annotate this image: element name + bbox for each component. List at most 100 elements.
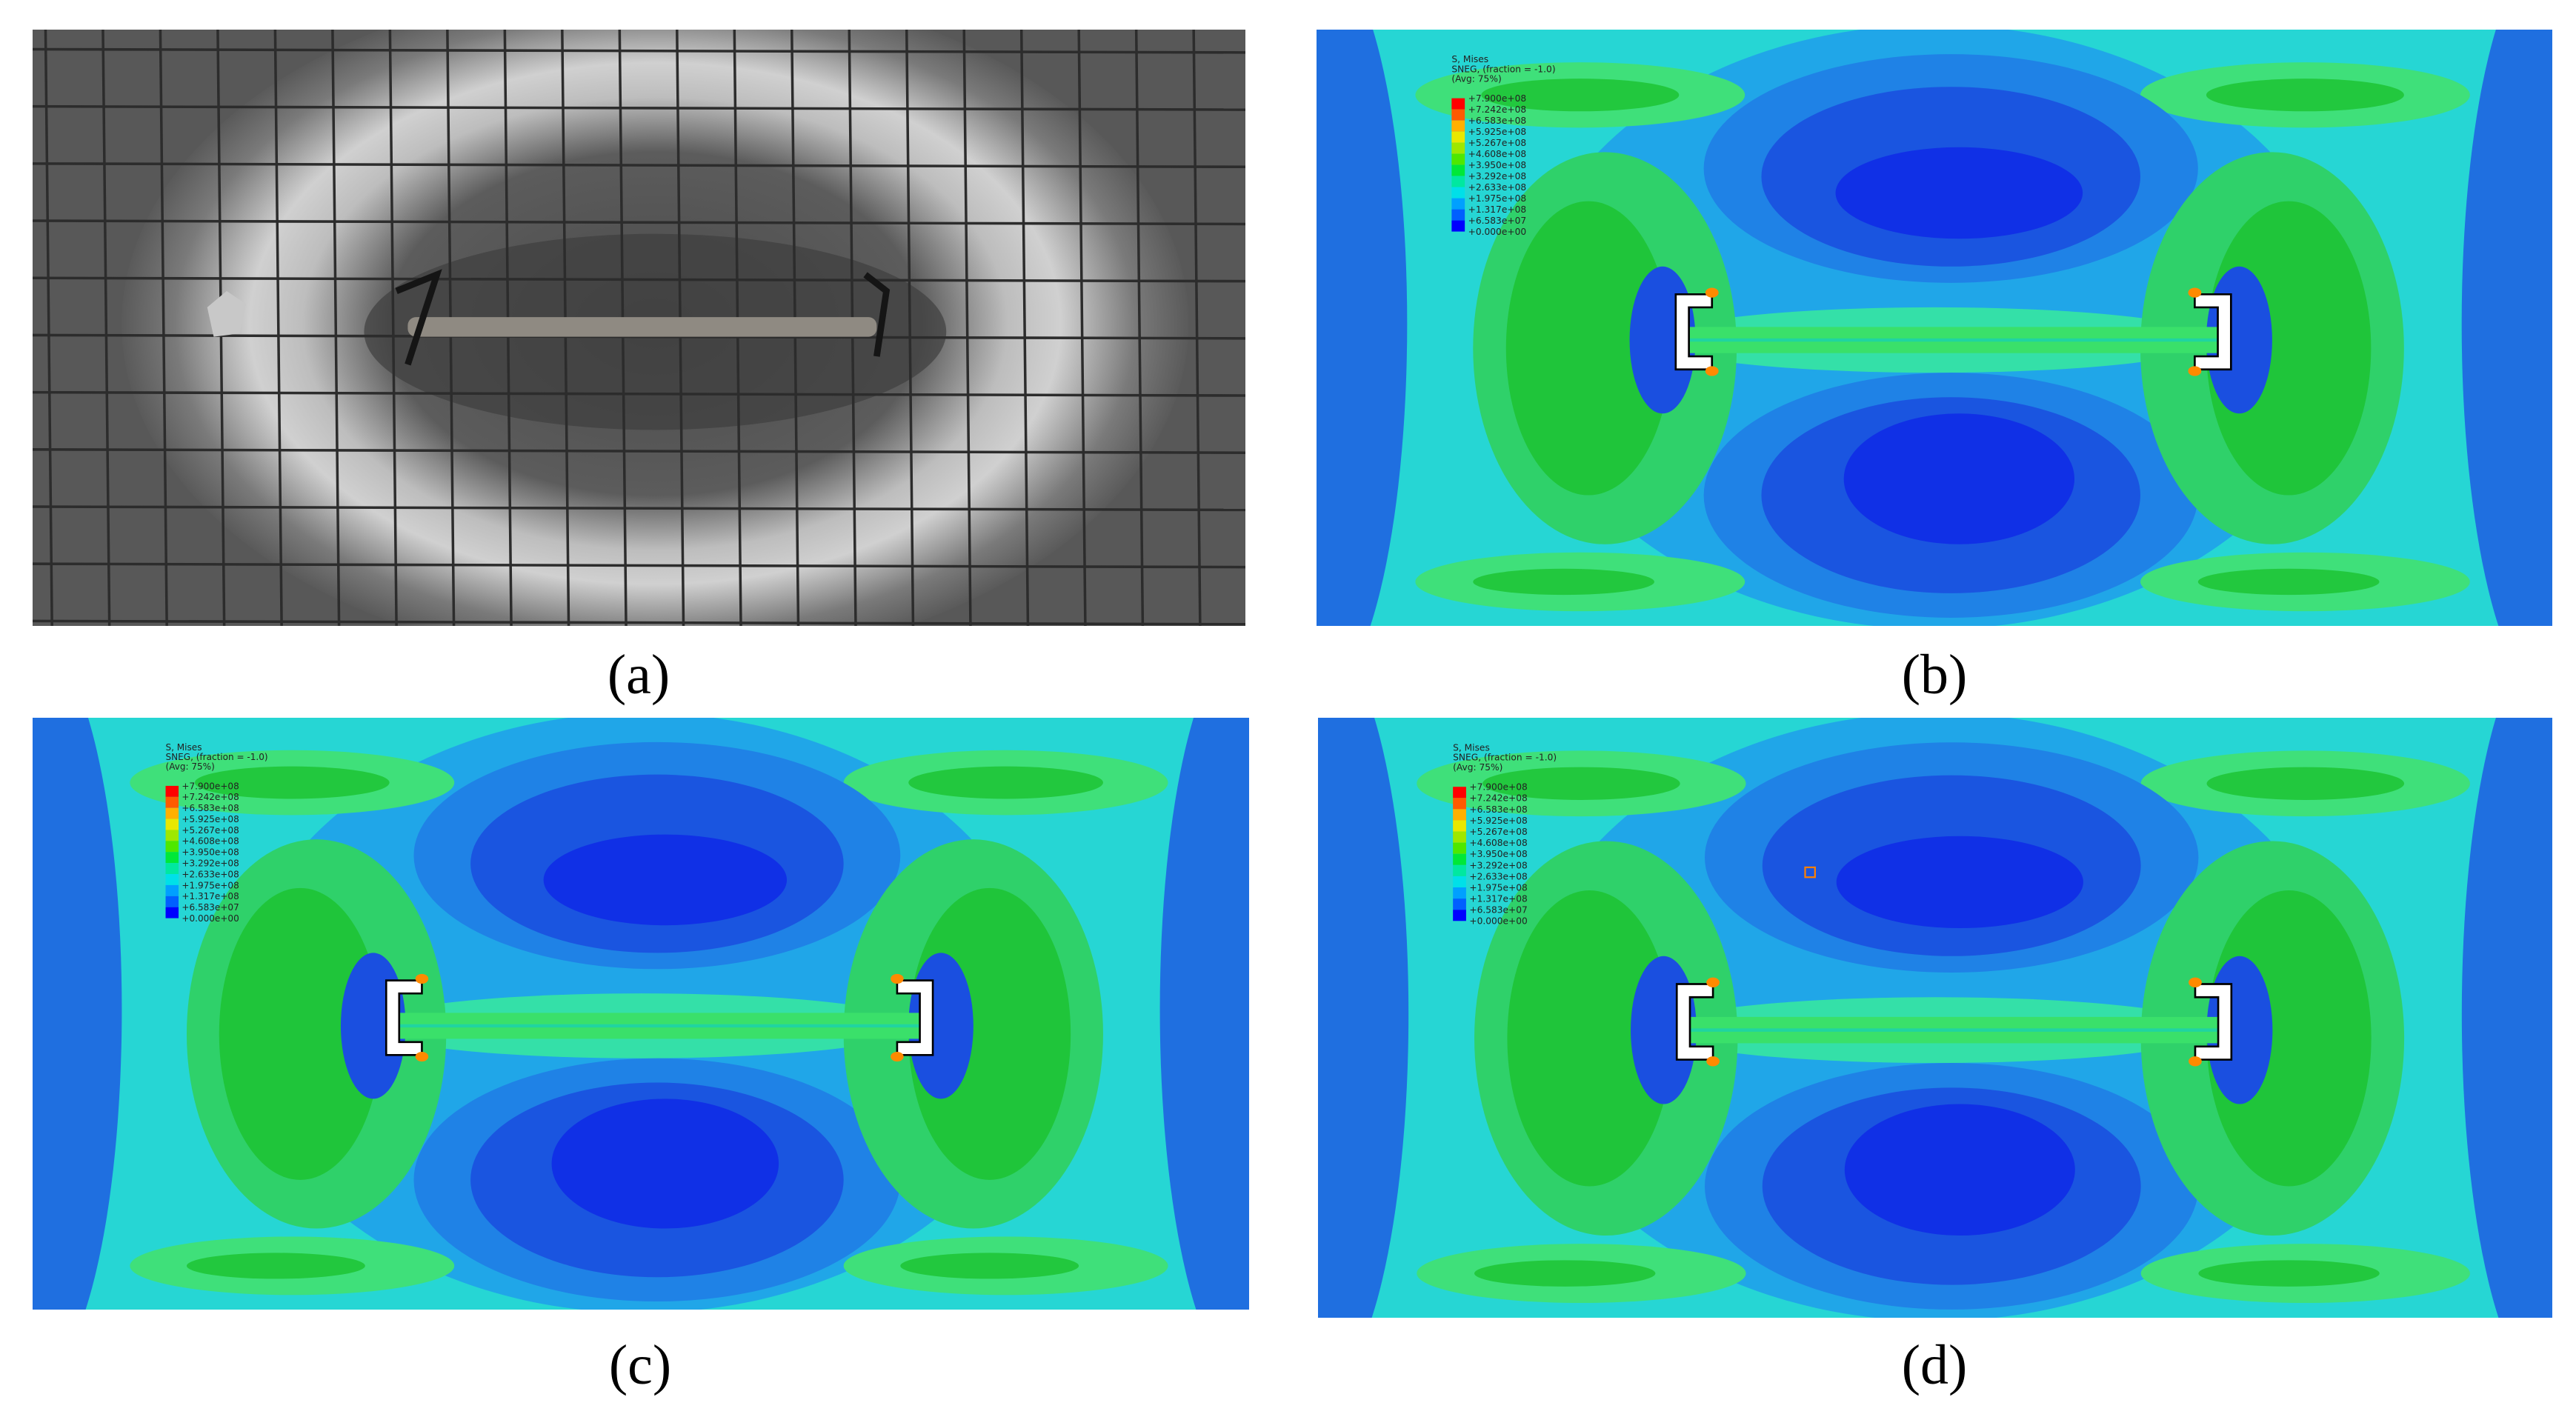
panel-label: (c) — [608, 1334, 672, 1396]
colorbar-band — [165, 874, 179, 885]
legend-value: +2.633e+08 — [1469, 871, 1527, 881]
tile-joint — [388, 30, 398, 626]
legend-value: +7.242e+08 — [182, 792, 239, 802]
colorbar-band — [165, 841, 179, 853]
legend-value: +5.925e+08 — [1469, 816, 1527, 826]
hot-spot — [2189, 977, 2202, 987]
tile-joint — [1077, 30, 1087, 626]
colorbar-band — [1451, 98, 1465, 110]
edge-region — [2461, 718, 2552, 1318]
colorbar-band — [165, 907, 179, 918]
bracket — [1674, 293, 1714, 371]
bracket — [2194, 293, 2232, 371]
contour-region — [1474, 1260, 1656, 1287]
contour-region — [2198, 1260, 2380, 1287]
colorbar-band — [1453, 876, 1466, 888]
hot-spot — [891, 973, 904, 984]
colorbar-band — [165, 796, 179, 808]
colorbar-band — [1453, 864, 1466, 876]
edge-region — [1318, 718, 1409, 1318]
hot-spot — [1706, 977, 1720, 987]
colorbar-band — [1451, 142, 1465, 154]
colorbar-band — [165, 884, 179, 896]
legend-value: +2.633e+08 — [182, 869, 239, 879]
tile-joint — [33, 619, 1245, 626]
legend-value: +7.900e+08 — [1469, 782, 1527, 793]
colorbar-band — [1451, 131, 1465, 143]
hot-spot — [1705, 287, 1719, 298]
hot-spot — [891, 1051, 904, 1062]
fea-panel: S, Mises SNEG, (fraction = -1.0) (Avg: 75%… — [1317, 30, 2552, 626]
legend-value: +7.242e+08 — [1468, 104, 1527, 115]
legend-value: +1.975e+08 — [1469, 882, 1527, 893]
hot-spot — [415, 1051, 429, 1062]
legend-value: +6.583e+08 — [1469, 804, 1527, 815]
legend-value: +1.975e+08 — [182, 880, 239, 890]
tile-joint — [33, 47, 1245, 54]
panel-label: (d) — [1901, 1334, 1968, 1396]
steel-rod — [407, 317, 877, 337]
legend-value: +0.000e+00 — [182, 913, 239, 924]
colorbar-band — [1451, 164, 1465, 176]
hot-spot — [415, 973, 429, 984]
colorbar-band — [1453, 853, 1466, 865]
edge-region — [2461, 30, 2552, 626]
legend-value: +7.900e+08 — [182, 781, 239, 791]
legend-value: +7.900e+08 — [1468, 93, 1527, 104]
contour-region — [2206, 79, 2404, 112]
contour-region — [194, 766, 390, 799]
panel-image — [33, 30, 1245, 626]
tile-joint — [101, 30, 111, 626]
colorbar-band — [165, 852, 179, 864]
legend-value: +3.950e+08 — [182, 847, 239, 858]
contour-region — [186, 1253, 365, 1279]
contour-region — [1481, 79, 1680, 112]
contour-region — [1482, 767, 1680, 800]
legend-title: SNEG, (fraction = -1.0) — [166, 752, 268, 762]
crack — [395, 269, 891, 366]
legend-value: +6.583e+07 — [1469, 905, 1527, 916]
legend-value: +4.608e+08 — [1468, 149, 1527, 159]
legend-value: +1.317e+08 — [1469, 894, 1527, 904]
colorbar-band — [1451, 198, 1465, 210]
legend-title: S, Mises — [1453, 742, 1490, 753]
hot-spot — [2188, 287, 2202, 298]
colorbar-band — [165, 818, 179, 830]
colorbar-band — [1451, 220, 1465, 232]
hot-spot — [1705, 366, 1719, 376]
element-marker — [1804, 866, 1816, 878]
contour-region — [1507, 890, 1672, 1187]
colorbar-band — [1453, 842, 1466, 854]
legend-value: +7.242e+08 — [1469, 793, 1527, 804]
legend-value: +5.925e+08 — [182, 814, 239, 824]
tile-joint — [33, 276, 1245, 283]
contour-region — [908, 766, 1103, 799]
debris — [207, 290, 247, 337]
legend-value: +4.608e+08 — [1469, 838, 1527, 848]
tile-joint — [1019, 30, 1030, 626]
tile-joint — [33, 448, 1245, 454]
legend-value: +3.292e+08 — [182, 858, 239, 869]
colorbar-band — [165, 807, 179, 819]
legend-value: +1.317e+08 — [1468, 204, 1527, 215]
panel-label: (a) — [607, 644, 670, 706]
tile-joint — [44, 30, 53, 626]
contour-region — [2197, 568, 2380, 596]
colorbar-band — [1453, 887, 1466, 899]
fea-panel: S, Mises SNEG, (fraction = -1.0) (Avg: 75%… — [33, 718, 1249, 1310]
photo-panel — [33, 30, 1245, 626]
colorbar-band — [1451, 120, 1465, 132]
contour-region — [1843, 413, 2075, 544]
legend-value: +1.317e+08 — [182, 891, 239, 901]
contour-region — [900, 1253, 1079, 1279]
legend-title: S, Mises — [166, 742, 202, 753]
tile-joint — [33, 104, 1245, 111]
colorbar-band — [1451, 176, 1465, 187]
legend-value: +3.950e+08 — [1469, 849, 1527, 859]
legend-title: SNEG, (fraction = -1.0) — [1451, 64, 1555, 74]
legend-value: +2.633e+08 — [1468, 182, 1527, 193]
